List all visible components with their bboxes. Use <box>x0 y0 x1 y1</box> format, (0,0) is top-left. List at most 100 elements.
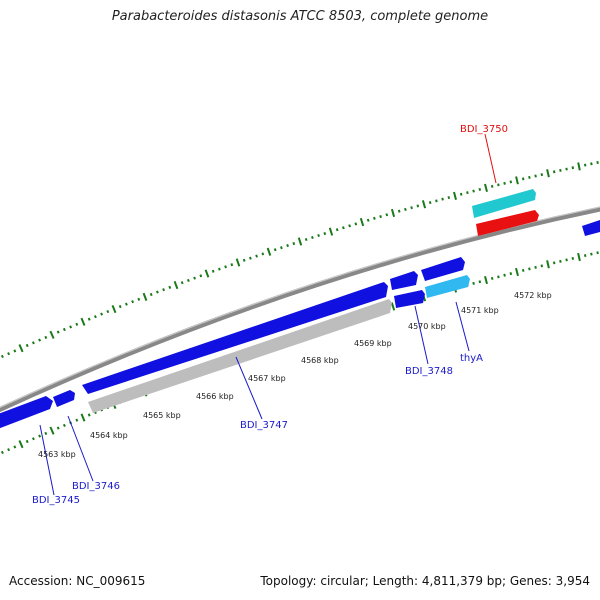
gene-label-bdi-3745[interactable]: BDI_3745 <box>32 495 80 506</box>
outer-tick <box>7 352 11 356</box>
inner-tick <box>497 275 500 279</box>
outer-tick <box>75 322 79 326</box>
leader-bdi-3745 <box>39 424 55 496</box>
outer-tick <box>255 254 258 258</box>
gene-arrow-far-right[interactable] <box>582 220 600 236</box>
outer-tick <box>366 218 370 222</box>
gene-arrow-upper-right[interactable] <box>421 257 465 281</box>
outer-tick <box>342 226 345 230</box>
inner-tick <box>503 273 506 277</box>
outer-tick <box>447 196 451 200</box>
outer-tick <box>421 200 427 209</box>
outer-tick <box>435 199 438 203</box>
outer-tick <box>565 167 568 171</box>
inner-tick <box>75 418 79 422</box>
inner-tick <box>13 445 17 449</box>
gene-label-bdi-3748[interactable]: BDI_3748 <box>405 366 453 377</box>
outer-tick <box>590 162 593 166</box>
gene-arrow-bdi-3745[interactable] <box>0 396 53 432</box>
outer-tick <box>149 292 153 297</box>
inner-tick <box>31 437 35 441</box>
inner-tick <box>87 413 91 417</box>
outer-tick <box>124 302 128 306</box>
gene-arrow-bdi-3746[interactable] <box>53 390 75 407</box>
outer-tick <box>416 204 420 208</box>
scale-label: 4571 kbp <box>461 306 499 315</box>
outer-tick <box>521 177 525 181</box>
gene-arrow-bdi-3750[interactable] <box>476 210 539 236</box>
outer-tick <box>559 168 562 172</box>
gene-label-bdi-3750[interactable]: BDI_3750 <box>460 124 508 135</box>
outer-tick <box>571 166 575 170</box>
outer-tick <box>131 300 135 304</box>
outer-tick <box>13 349 17 353</box>
outer-tick <box>211 269 215 273</box>
outer-tick <box>335 228 339 232</box>
inner-tick <box>18 440 24 449</box>
outer-tick <box>230 263 234 267</box>
outer-tick <box>273 248 277 252</box>
outer-tick <box>266 247 272 256</box>
outer-tick <box>193 276 196 280</box>
outer-tick <box>218 267 221 271</box>
outer-tick <box>540 173 544 177</box>
outer-tick <box>459 192 463 196</box>
outer-tick <box>379 214 382 219</box>
outer-tick <box>155 290 159 294</box>
outer-tick <box>100 312 104 316</box>
inner-tick <box>490 276 494 280</box>
outer-tick <box>180 281 184 285</box>
outer-tick <box>235 258 241 267</box>
gene-arrow-bdi-3750-cyan[interactable] <box>472 189 536 218</box>
inner-tick <box>515 267 519 277</box>
inner-tick <box>390 302 396 311</box>
gene-label-thya[interactable]: thyA <box>460 353 483 364</box>
outer-tick <box>249 256 252 260</box>
inner-tick <box>590 252 593 256</box>
outer-tick <box>292 241 296 246</box>
leader-bdi-3746 <box>67 415 94 482</box>
scale-label: 4564 kbp <box>90 431 128 440</box>
gene-arrow-thya[interactable] <box>425 275 470 298</box>
outer-tick <box>441 197 444 201</box>
inner-tick <box>80 413 86 422</box>
gene-pseudo-grey[interactable] <box>88 299 392 413</box>
inner-tick <box>528 267 531 271</box>
outer-tick <box>49 330 55 339</box>
gene-labels: BDI_3745 BDI_3746 BDI_3747 BDI_3748 thyA… <box>32 124 508 506</box>
inner-tick <box>0 450 4 454</box>
outer-tick <box>142 292 148 301</box>
outer-tick <box>18 344 24 353</box>
outer-tick <box>0 354 4 358</box>
gene-arrow-bdi-3748-upper[interactable] <box>390 271 418 290</box>
gene-label-bdi-3746[interactable]: BDI_3746 <box>72 481 120 492</box>
gene-label-bdi-3747[interactable]: BDI_3747 <box>240 420 288 431</box>
gene-arrow-bdi-3747[interactable] <box>82 282 388 394</box>
outer-tick <box>93 315 97 319</box>
inner-tick <box>559 259 562 263</box>
outer-tick <box>534 174 537 178</box>
outer-tick <box>106 310 110 314</box>
outer-tick <box>515 176 519 185</box>
outer-tick <box>397 209 401 213</box>
map-title: Parabacteroides distasonis ATCC 8503, co… <box>111 9 489 24</box>
scale-label: 4567 kbp <box>248 374 286 383</box>
outer-tick <box>69 325 73 329</box>
outer-tick <box>546 169 550 178</box>
outer-tick <box>503 181 506 185</box>
genome-summary-text: Topology: circular; Length: 4,811,379 bp… <box>260 574 590 588</box>
outer-tick <box>348 224 351 228</box>
outer-tick <box>162 288 166 292</box>
outer-tick <box>31 341 35 345</box>
inner-tick <box>56 426 60 430</box>
outer-tick <box>490 184 494 188</box>
outer-tick <box>111 305 117 314</box>
scale-label: 4569 kbp <box>354 339 392 348</box>
outer-tick <box>359 217 365 227</box>
scale-label: 4565 kbp <box>143 411 181 420</box>
outer-tick <box>472 189 475 193</box>
outer-tick <box>186 278 190 282</box>
gene-arrow-bdi-3748[interactable] <box>394 290 425 308</box>
outer-tick <box>38 338 42 342</box>
reverse-strand-genes <box>0 220 600 432</box>
